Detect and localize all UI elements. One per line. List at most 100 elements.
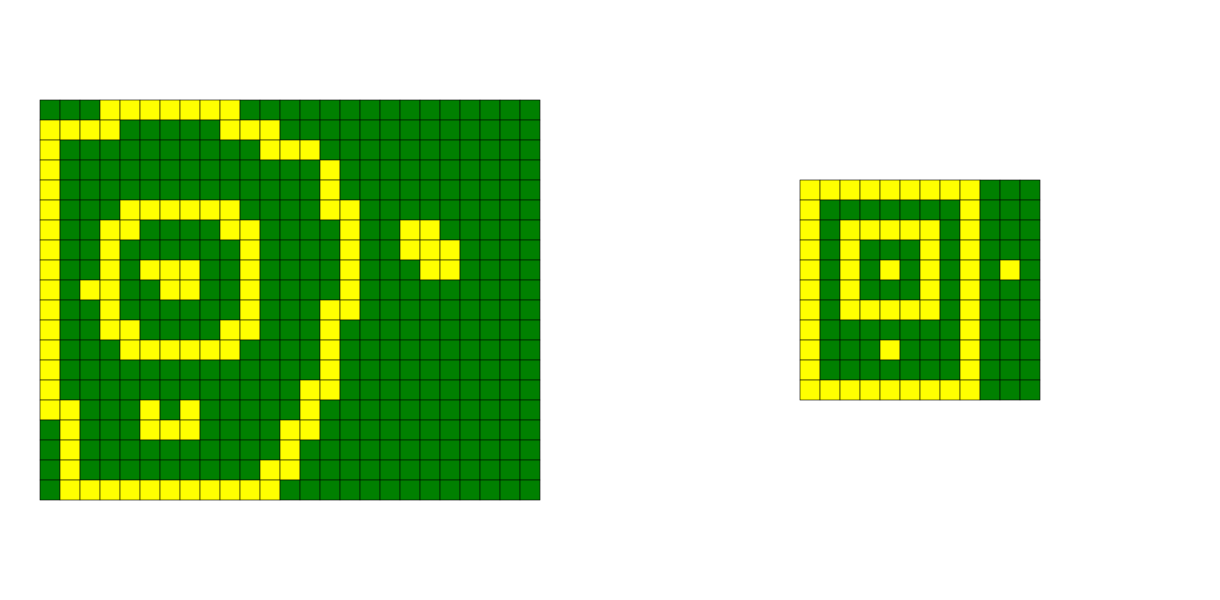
grid-cell — [379, 379, 401, 401]
grid-cell — [359, 259, 381, 281]
grid-cell — [839, 339, 861, 361]
grid-cell — [39, 279, 61, 301]
grid-cell — [379, 359, 401, 381]
grid-cell — [379, 439, 401, 461]
grid-cell — [479, 379, 501, 401]
grid-cell — [159, 359, 181, 381]
grid-cell — [179, 479, 201, 501]
grid-cell — [159, 199, 181, 221]
grid-cell — [439, 339, 461, 361]
grid-cell — [299, 259, 321, 281]
grid-cell — [879, 339, 901, 361]
grid-cell — [979, 359, 1001, 381]
grid-cell — [59, 199, 81, 221]
grid-cell — [399, 359, 421, 381]
grid-cell — [339, 99, 361, 121]
grid-cell — [839, 239, 861, 261]
grid-cell — [379, 119, 401, 141]
grid-cell — [179, 159, 201, 181]
grid-cell — [199, 139, 221, 161]
grid-cell — [119, 319, 141, 341]
grid-cell — [859, 199, 881, 221]
grid-cell — [999, 299, 1021, 321]
grid-cell — [339, 359, 361, 381]
grid-cell — [379, 459, 401, 481]
grid-cell — [39, 299, 61, 321]
grid-cell — [899, 339, 921, 361]
grid-cell — [259, 179, 281, 201]
grid-cell — [39, 259, 61, 281]
grid-cell — [99, 439, 121, 461]
grid-cell — [319, 179, 341, 201]
grid-cell — [459, 299, 481, 321]
grid-cell — [79, 99, 101, 121]
grid-cell — [279, 419, 301, 441]
grid-cell — [939, 179, 961, 201]
grid-cell — [79, 339, 101, 361]
grid-cell — [159, 339, 181, 361]
grid-cell — [199, 219, 221, 241]
grid-cell — [139, 419, 161, 441]
grid-cell — [219, 259, 241, 281]
grid-cell — [39, 159, 61, 181]
grid-cell — [259, 359, 281, 381]
grid-cell — [219, 179, 241, 201]
grid-cell — [919, 339, 941, 361]
grid-cell — [359, 319, 381, 341]
grid-cell — [159, 399, 181, 421]
grid-cell — [159, 319, 181, 341]
grid-cell — [159, 159, 181, 181]
grid-cell — [479, 439, 501, 461]
grid-cell — [199, 439, 221, 461]
grid-cell — [359, 399, 381, 421]
grid-cell — [179, 299, 201, 321]
grid-cell — [799, 359, 821, 381]
grid-cell — [199, 339, 221, 361]
grid-cell — [359, 179, 381, 201]
grid-cell — [419, 139, 441, 161]
grid-cell — [119, 459, 141, 481]
grid-cell — [379, 419, 401, 441]
grid-cell — [59, 439, 81, 461]
grid-cell — [199, 419, 221, 441]
grid-cell — [799, 219, 821, 241]
grid-cell — [319, 479, 341, 501]
grid-cell — [419, 459, 441, 481]
grid-cell — [879, 199, 901, 221]
grid-cell — [819, 239, 841, 261]
grid-cell — [879, 319, 901, 341]
grid-cell — [79, 279, 101, 301]
grid-cell — [299, 479, 321, 501]
grid-cell — [79, 399, 101, 421]
grid-cell — [839, 359, 861, 381]
grid-cell — [179, 419, 201, 441]
grid-cell — [239, 219, 261, 241]
grid-cell — [159, 459, 181, 481]
grid-cell — [139, 479, 161, 501]
grid-cell — [939, 339, 961, 361]
grid-cell — [379, 139, 401, 161]
grid-cell — [79, 319, 101, 341]
grid-cell — [179, 139, 201, 161]
grid-cell — [859, 359, 881, 381]
grid-cell — [39, 359, 61, 381]
grid-cell — [859, 259, 881, 281]
grid-cell — [99, 479, 121, 501]
grid-cell — [119, 199, 141, 221]
grid-cell — [199, 479, 221, 501]
grid-cell — [39, 219, 61, 241]
grid-cell — [479, 159, 501, 181]
grid-cell — [939, 379, 961, 401]
grid-cell — [819, 179, 841, 201]
grid-cell — [59, 119, 81, 141]
grid-cell — [279, 219, 301, 241]
grid-cell — [479, 199, 501, 221]
grid-cell — [479, 99, 501, 121]
grid-cell — [799, 199, 821, 221]
grid-cell — [939, 279, 961, 301]
grid-cell — [459, 279, 481, 301]
grid-cell — [859, 299, 881, 321]
grid-cell — [99, 399, 121, 421]
grid-cell — [919, 319, 941, 341]
grid-cell — [379, 479, 401, 501]
